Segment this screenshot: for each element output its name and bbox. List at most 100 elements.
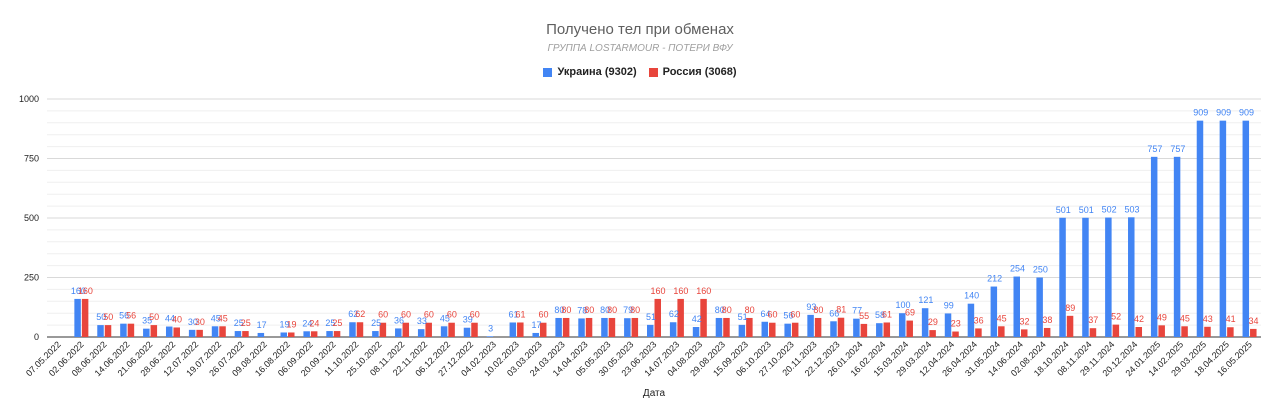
- data-label-ukraine: 19: [280, 319, 290, 329]
- data-label-russia: 25: [241, 318, 251, 328]
- bar-russia: [127, 323, 135, 337]
- bar-ukraine: [555, 317, 562, 337]
- bar-ukraine: [876, 323, 883, 337]
- x-axis-title: Дата: [643, 388, 666, 399]
- data-label-ukraine: 25: [325, 318, 335, 328]
- bar-russia: [1158, 325, 1165, 337]
- data-label-russia: 80: [561, 305, 571, 315]
- data-label-russia: 42: [1134, 314, 1144, 324]
- data-label-ukraine: 503: [1125, 204, 1140, 214]
- bar-ukraine: [486, 336, 494, 337]
- data-label-ukraine: 56: [783, 311, 793, 321]
- data-label-russia: 160: [650, 286, 665, 296]
- bar-ukraine: [349, 322, 356, 337]
- bar-ukraine: [257, 332, 265, 337]
- bar-russia: [219, 326, 226, 337]
- bar-russia: [1043, 327, 1051, 337]
- data-label-russia: 49: [1157, 312, 1167, 322]
- bar-ukraine: [921, 308, 929, 337]
- legend-item-russia[interactable]: Россия (3068): [648, 66, 737, 78]
- bar-russia: [769, 322, 776, 337]
- data-label-russia: 19: [287, 319, 297, 329]
- data-label-russia: 40: [172, 314, 182, 324]
- bar-russia: [1089, 328, 1097, 337]
- bar-ukraine: [1173, 156, 1181, 337]
- data-label-ukraine: 17: [531, 320, 541, 330]
- data-label-ukraine: 3: [488, 323, 493, 333]
- data-label-russia: 45: [1180, 313, 1190, 323]
- data-label-russia: 30: [195, 317, 205, 327]
- bar-russia: [333, 331, 341, 337]
- data-label-russia: 45: [218, 313, 228, 323]
- bar-ukraine: [1196, 120, 1204, 338]
- data-label-ukraine: 501: [1056, 205, 1071, 215]
- data-label-ukraine: 93: [806, 302, 816, 312]
- data-label-ukraine: 58: [875, 310, 885, 320]
- data-label-russia: 61: [882, 309, 892, 319]
- bar-ukraine: [601, 317, 608, 337]
- bar-ukraine: [234, 331, 242, 337]
- bar-ukraine: [967, 303, 975, 337]
- data-label-ukraine: 25: [234, 318, 244, 328]
- y-tick-label: 0: [34, 332, 39, 342]
- data-label-russia: 60: [538, 310, 548, 320]
- data-label-ukraine: 77: [852, 306, 862, 316]
- bar-russia: [1227, 327, 1234, 337]
- bar-russia: [173, 327, 180, 337]
- data-label-russia: 36: [974, 315, 984, 325]
- data-label-russia: 34: [1249, 316, 1259, 326]
- data-label-ukraine: 757: [1147, 144, 1162, 154]
- bar-russia: [1112, 324, 1120, 337]
- bar-ukraine: [853, 318, 860, 337]
- bar-ukraine: [944, 313, 952, 337]
- y-tick-label: 250: [24, 273, 39, 283]
- bar-ukraine: [372, 331, 379, 337]
- bar-russia: [1204, 326, 1211, 337]
- data-label-ukraine: 62: [669, 309, 679, 319]
- bar-russia: [929, 330, 936, 337]
- data-label-ukraine: 121: [918, 295, 933, 305]
- bar-ukraine: [280, 332, 288, 337]
- legend-label-russia: Россия (3068): [662, 66, 737, 78]
- data-label-russia: 32: [1019, 316, 1029, 326]
- bar-russia: [150, 325, 158, 337]
- bar-ukraine: [509, 322, 517, 337]
- data-label-ukraine: 909: [1239, 108, 1254, 118]
- data-label-ukraine: 30: [188, 317, 198, 327]
- data-label-russia: 41: [1226, 314, 1236, 324]
- data-label-ukraine: 50: [96, 312, 106, 322]
- x-axis: 07.05.202202.06.202208.06.202214.06.2022…: [24, 339, 1254, 378]
- bar-ukraine: [692, 327, 700, 337]
- legend-label-ukraine: Украина (9302): [557, 66, 637, 78]
- bar-russia: [654, 298, 661, 337]
- bar-russia: [425, 322, 432, 337]
- data-label-ukraine: 66: [829, 308, 839, 318]
- data-label-ukraine: 78: [577, 305, 587, 315]
- data-label-russia: 38: [1042, 315, 1052, 325]
- data-label-russia: 60: [790, 310, 800, 320]
- data-label-ukraine: 80: [554, 305, 564, 315]
- bar-russia: [196, 329, 203, 337]
- legend-item-ukraine[interactable]: Украина (9302): [543, 66, 637, 78]
- bar-russia: [631, 317, 639, 337]
- bar-ukraine: [326, 331, 333, 337]
- data-label-russia: 50: [149, 312, 159, 322]
- y-tick-label: 1000: [19, 94, 39, 104]
- data-label-russia: 81: [836, 305, 846, 315]
- bar-ukraine: [624, 318, 631, 337]
- bar-ukraine: [807, 314, 814, 337]
- data-label-russia: 80: [745, 305, 755, 315]
- bar-russia: [906, 320, 913, 337]
- data-label-ukraine: 61: [509, 309, 519, 319]
- data-label-ukraine: 79: [623, 305, 633, 315]
- data-label-russia: 52: [1111, 312, 1121, 322]
- data-label-ukraine: 80: [600, 305, 610, 315]
- bar-russia: [471, 322, 478, 337]
- data-label-russia: 29: [928, 317, 938, 327]
- bar-russia: [723, 317, 730, 337]
- bar-ukraine: [761, 321, 769, 337]
- chart-title: Получено тел при обменах: [546, 21, 734, 38]
- bar-ukraine: [1105, 217, 1112, 337]
